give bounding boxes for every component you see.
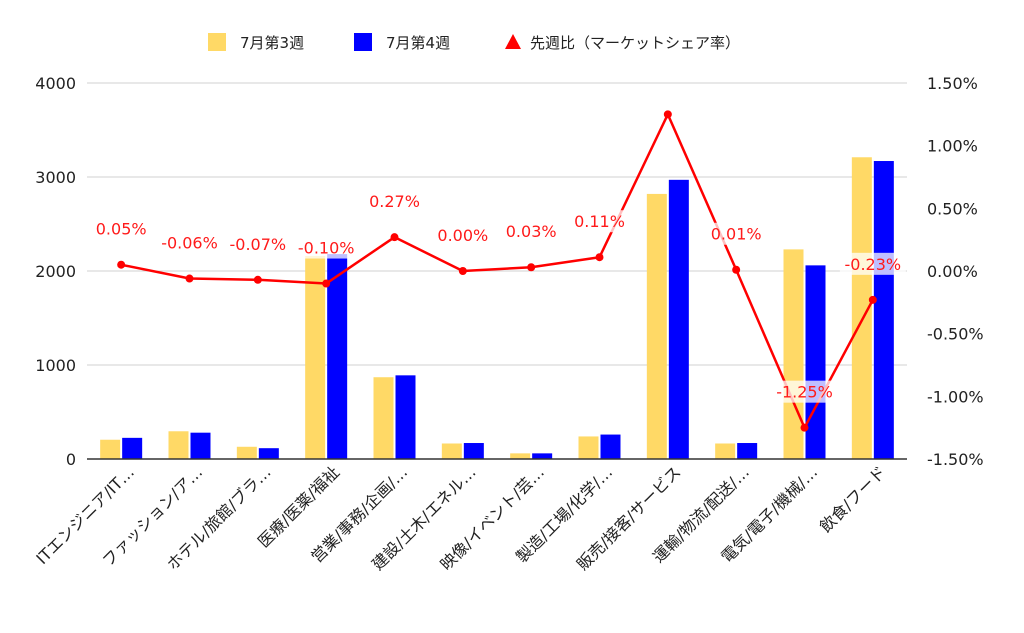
- data-label: 0.27%: [369, 192, 420, 211]
- y-left-tick-label: 3000: [35, 168, 76, 187]
- data-label-bg: [293, 236, 360, 259]
- line-point: [595, 253, 604, 262]
- axes: 0 1000 2000 3000 4000 -1.50% -1.00% -0.50% 0.00%…: [32, 74, 983, 574]
- bar: [805, 265, 826, 459]
- data-labels: 0.05% -0.06% -0.07% -0.10% 0.27% 0.00% 0.03% 0.…: [93, 190, 906, 403]
- legend: 7月第3週 7月第4週 先週比（マーケットシェア率）: [208, 33, 740, 52]
- bar: [532, 453, 553, 459]
- y-right-tick-label: -1.00%: [927, 387, 984, 406]
- legend-swatch: [354, 33, 372, 51]
- bar: [715, 443, 736, 459]
- data-label-bg: [156, 231, 223, 254]
- y-right-tick-label: 1.50%: [927, 74, 978, 93]
- bar: [258, 448, 279, 459]
- bar: [510, 453, 531, 459]
- y-right-tick-label: 0.00%: [927, 262, 978, 281]
- y-right-tick-label: 1.00%: [927, 137, 978, 156]
- bar: [668, 179, 689, 459]
- legend-label: 7月第4週: [386, 34, 450, 52]
- bar: [168, 431, 189, 459]
- share-line: [117, 110, 877, 432]
- series-line: [120, 113, 874, 429]
- line-point: [868, 295, 877, 304]
- line-point: [527, 263, 536, 272]
- line-point: [253, 275, 262, 284]
- line-point: [800, 423, 809, 432]
- legend-label: 7月第3週: [240, 34, 304, 52]
- bar: [463, 443, 484, 459]
- bar: [851, 157, 872, 459]
- bar: [100, 439, 121, 459]
- bar: [600, 434, 621, 459]
- y-right-tick-label: -0.50%: [927, 325, 984, 344]
- line-point: [732, 265, 741, 274]
- data-label-bg: [434, 224, 491, 246]
- data-label-bg: [839, 252, 906, 275]
- data-label-bg: [503, 220, 560, 243]
- data-label: -0.06%: [161, 234, 218, 253]
- data-label: 0.00%: [437, 226, 488, 245]
- data-label-bg: [93, 217, 150, 240]
- y-left-tick-label: 2000: [35, 262, 76, 281]
- data-label-bg: [571, 210, 628, 233]
- data-label-bg: [771, 380, 838, 403]
- bar: [441, 443, 462, 459]
- legend-label: 先週比（マーケットシェア率）: [530, 34, 740, 52]
- data-label: -0.23%: [845, 255, 902, 274]
- bar: [190, 432, 211, 459]
- bar: [122, 437, 143, 459]
- data-label: -0.10%: [298, 239, 355, 258]
- bars: [100, 157, 894, 460]
- line-point: [663, 110, 672, 119]
- data-label: 0.01%: [711, 225, 762, 244]
- bar: [305, 255, 326, 459]
- data-label-bg: [224, 232, 291, 255]
- line-point: [458, 267, 467, 275]
- y-left-tick-label: 0: [66, 450, 76, 469]
- data-label-bg: [366, 190, 423, 213]
- data-label: 0.05%: [96, 220, 147, 239]
- y-left-tick-label: 1000: [35, 356, 76, 375]
- bar: [578, 436, 599, 459]
- legend-marker: [505, 34, 521, 49]
- data-label: 0.03%: [506, 222, 557, 241]
- y-left-tick-label: 4000: [35, 74, 76, 93]
- bar: [737, 443, 758, 459]
- x-tick-label: 飲食/フード: [816, 462, 890, 536]
- line-point: [185, 274, 194, 283]
- line-point: [322, 279, 331, 288]
- bar: [373, 377, 394, 459]
- gridlines: [87, 82, 907, 366]
- bar: [395, 375, 416, 459]
- y-right-tick-label: 0.50%: [927, 199, 978, 218]
- data-label: -1.25%: [776, 383, 833, 402]
- data-label: 0.11%: [574, 212, 625, 231]
- y-right-tick-label: -1.50%: [927, 450, 984, 469]
- bar: [873, 161, 894, 459]
- bar: [646, 193, 667, 460]
- data-label-bg: [708, 222, 765, 245]
- line-point: [390, 233, 399, 242]
- data-label: -0.07%: [230, 235, 287, 254]
- legend-swatch: [208, 33, 226, 51]
- line-point: [117, 260, 126, 269]
- bar: [327, 254, 348, 459]
- bar: [236, 446, 257, 459]
- bar: [783, 249, 804, 459]
